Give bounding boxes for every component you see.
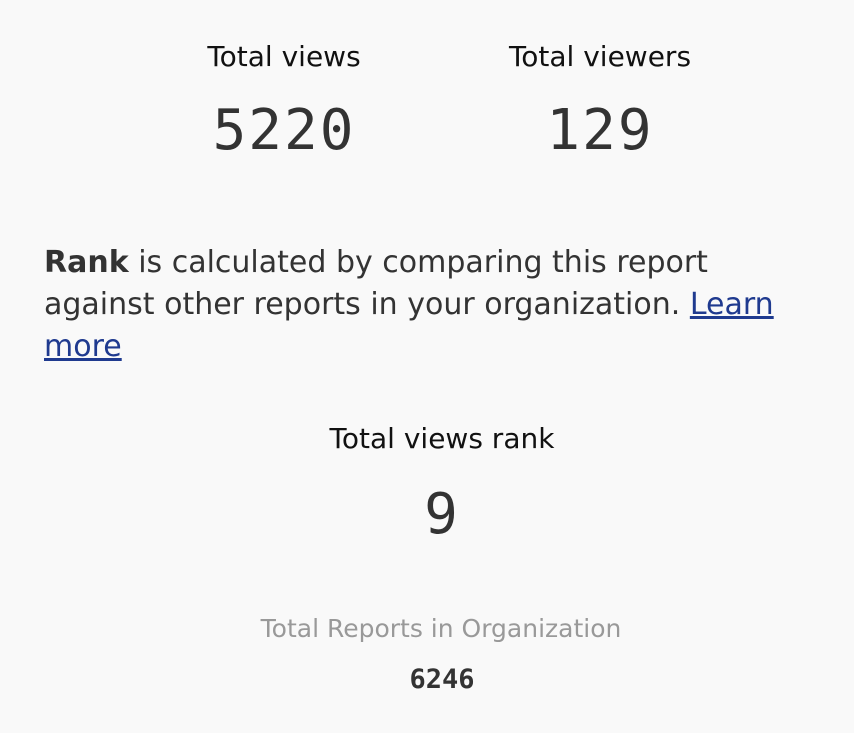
rank-note: Rank is calculated by comparing this rep… [44,242,804,368]
total-label: Total Reports in Organization [260,614,622,643]
card-label: Total views [207,40,361,73]
rank-value: 9 [424,482,460,547]
card-value: 5220 [212,98,356,163]
learn-more-link[interactable]: Learn more [44,287,774,364]
rank-label: Total views rank [329,422,555,455]
note-bold: Rank [44,245,129,280]
total-value: 6246 [409,664,475,695]
note-text: is calculated by comparing this report a… [44,245,708,322]
card-value: 129 [546,98,654,163]
card-label: Total viewers [508,40,692,73]
